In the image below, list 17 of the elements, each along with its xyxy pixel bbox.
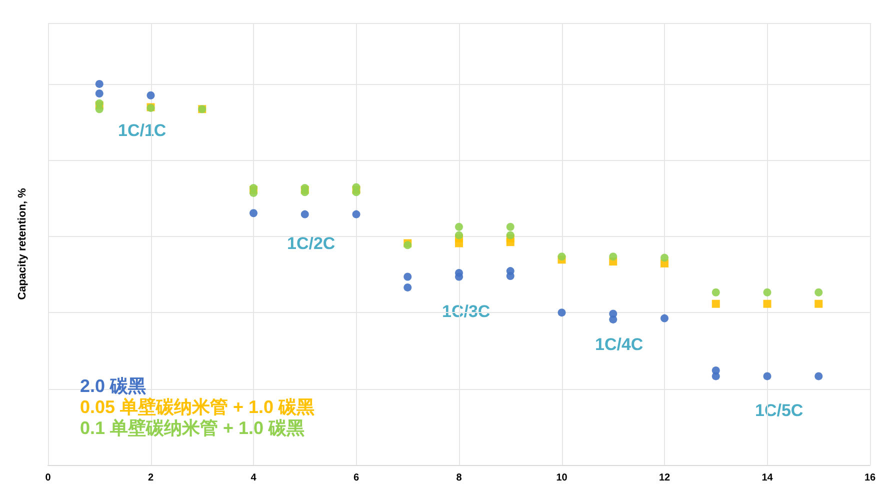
x-tick-label: 14 [762,472,774,484]
text: 0.05 单壁碳纳米管 + 1.0 碳黑 [80,397,315,417]
text: 2.0 碳黑 [80,376,146,396]
x-tick-label: 0 [45,472,52,484]
annotation: 1C/1C [118,121,166,140]
x-tick-label: 8 [456,472,462,484]
x-tick-label: 10 [556,472,568,484]
x-tick-label: 2 [148,472,154,484]
x-tick-label: 12 [658,472,670,484]
x-tick-label: 6 [353,472,360,484]
annotation: 1C/5C [755,401,804,420]
y-axis-title: Capacity retention, % [16,188,28,300]
annotation: 1C/4C [595,335,644,354]
text: 0.1 单壁碳纳米管 + 1.0 碳黑 [80,418,305,438]
annotation: 1C/2C [287,234,336,253]
x-tick-label: 16 [864,472,876,484]
x-tick-label: 4 [250,472,257,484]
